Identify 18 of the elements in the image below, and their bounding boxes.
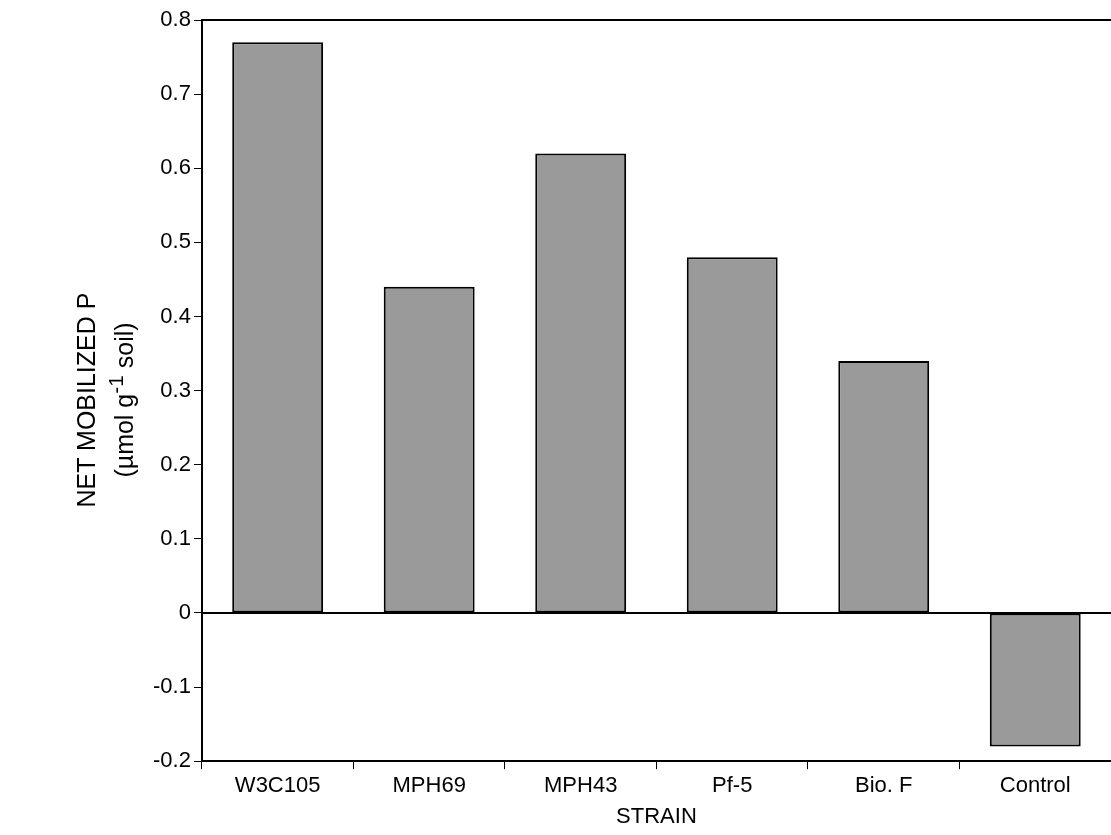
x-tick-label: Control	[999, 772, 1071, 798]
x-tick-label: Pf-5	[712, 772, 753, 798]
x-tick-label: MPH69	[392, 772, 466, 798]
y-tick-label: -0.1	[152, 673, 191, 699]
y-tick-label: 0.7	[160, 80, 191, 106]
x-axis-title: STRAIN	[616, 802, 697, 828]
x-tick-label: MPH43	[544, 772, 618, 798]
y-tick-label: 0.8	[160, 6, 191, 32]
y-tick-label: 0	[178, 599, 191, 625]
y-tick-label: 0.1	[160, 524, 191, 550]
y-tick-label: 0.5	[160, 228, 191, 254]
x-tick-label: Bio. F	[854, 772, 913, 798]
y-tick-label: 0.6	[160, 154, 191, 180]
y-tick-label: 0.4	[160, 302, 191, 328]
x-tick-label: W3C105	[234, 772, 321, 798]
y-tick-label: 0.3	[160, 376, 191, 402]
y-tick-label: 0.2	[160, 450, 191, 476]
y-tick-label: -0.2	[152, 747, 191, 773]
